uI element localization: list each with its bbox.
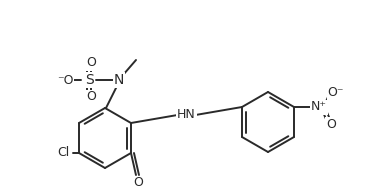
- Text: O: O: [86, 90, 96, 104]
- Text: HN: HN: [177, 108, 196, 121]
- Text: N⁺: N⁺: [311, 100, 327, 113]
- Text: N: N: [114, 73, 124, 87]
- Text: O: O: [133, 176, 143, 190]
- Text: O: O: [86, 57, 96, 69]
- Text: S: S: [85, 73, 94, 87]
- Text: O: O: [326, 118, 336, 130]
- Text: Cl: Cl: [57, 146, 69, 160]
- Text: O⁻: O⁻: [328, 85, 344, 98]
- Text: ⁻O: ⁻O: [57, 74, 73, 88]
